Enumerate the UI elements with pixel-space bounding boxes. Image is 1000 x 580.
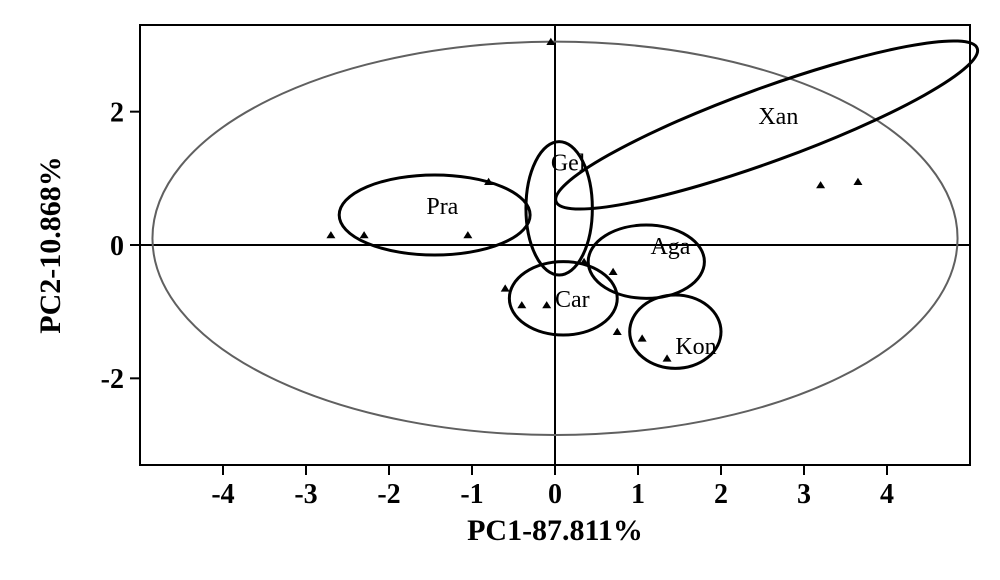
x-tick-label: 4 — [880, 479, 894, 510]
data-point — [816, 181, 825, 188]
x-tick-label: 2 — [714, 479, 728, 510]
x-tick-label: -1 — [460, 479, 483, 510]
data-point — [542, 301, 551, 308]
data-point — [613, 328, 622, 335]
data-point — [463, 231, 472, 238]
cluster-label: Pra — [426, 194, 458, 220]
data-point — [501, 284, 510, 291]
data-point — [663, 354, 672, 361]
y-axis-title: PC2-10.868% — [34, 156, 67, 333]
data-point — [609, 268, 618, 275]
data-point — [517, 301, 526, 308]
x-tick-label: -2 — [377, 479, 400, 510]
data-point — [360, 231, 369, 238]
y-tick-label: -2 — [101, 364, 124, 395]
x-tick-label: 0 — [548, 479, 562, 510]
y-tick-label: 2 — [110, 97, 124, 128]
x-tick-label: 3 — [797, 479, 811, 510]
chart-svg: -4 -3 -2 -1 0 1 2 3 4 -2 0 2 PC1-87.811% PC2-10.868% P… — [0, 0, 1000, 580]
data-point — [638, 334, 647, 341]
cluster-label: Kon — [675, 334, 716, 360]
cluster-label: Aga — [650, 234, 690, 260]
cluster-label: Car — [555, 287, 590, 313]
x-tick-label: -4 — [211, 479, 234, 510]
x-axis-title: PC1-87.811% — [467, 514, 643, 547]
pca-scatter-chart: -4 -3 -2 -1 0 1 2 3 4 -2 0 2 PC1-87.811% PC2-10.868% P… — [0, 0, 1000, 580]
cluster-label: Xan — [758, 104, 798, 130]
x-tick-label: 1 — [631, 479, 645, 510]
data-point — [853, 178, 862, 185]
x-tick-label: -3 — [294, 479, 317, 510]
y-tick-label: 0 — [110, 231, 124, 262]
data-point — [326, 231, 335, 238]
